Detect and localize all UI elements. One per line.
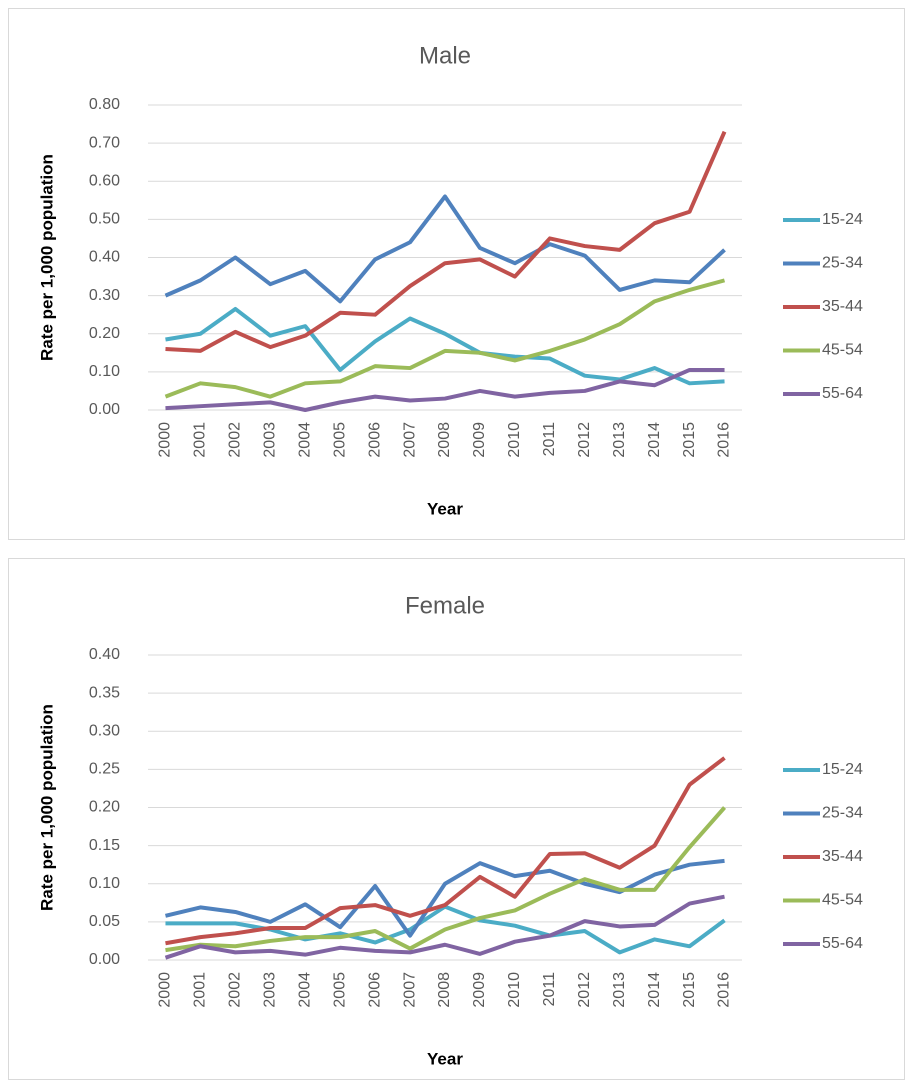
- x-tick-label: 2009: [471, 422, 488, 458]
- x-tick-label: 2007: [401, 422, 418, 458]
- x-tick-label: 2011: [541, 972, 558, 1007]
- y-tick-label: 0.00: [89, 951, 120, 968]
- y-axis-title: Rate per 1,000 population: [37, 704, 56, 911]
- x-tick-label: 2002: [227, 422, 244, 458]
- chart-frame: [8, 558, 905, 1080]
- y-tick-label: 0.40: [89, 249, 120, 266]
- x-tick-label: 2003: [262, 972, 279, 1008]
- series-line: [164, 194, 726, 304]
- legend-label: 45-54: [822, 342, 863, 359]
- chart: Male 0.00 0.10 0.20 0.30 0.40 0.50 0.60 0.70 0.80…: [8, 8, 905, 540]
- legend-label: 35-44: [822, 848, 863, 865]
- legend-label: 15-24: [822, 761, 863, 778]
- chart-title: Female: [405, 592, 485, 619]
- y-axis-title: Rate per 1,000 population: [37, 154, 56, 361]
- x-axis-title: Year: [427, 1049, 463, 1068]
- legend-label: 35-44: [822, 298, 863, 315]
- y-tick-label: 0.20: [89, 325, 120, 342]
- legend-label: 25-34: [822, 805, 863, 822]
- series-line: [165, 367, 725, 412]
- series-line: [165, 130, 727, 353]
- legend-label: 55-64: [822, 935, 863, 952]
- x-tick-label: 2013: [611, 422, 628, 458]
- series-line: [165, 806, 727, 953]
- series-line: [164, 894, 725, 960]
- chart: Female 0.00 0.05 0.10 0.15 0.20 0.25 0.30 0.35 0.…: [8, 558, 905, 1080]
- x-tick-label: 2016: [716, 422, 733, 458]
- y-tick-label: 0.20: [89, 799, 120, 816]
- legend-label: 55-64: [822, 385, 863, 402]
- y-tick-label: 0.30: [89, 287, 120, 304]
- x-axis-title: Year: [427, 499, 463, 518]
- x-tick-label: 2015: [681, 972, 698, 1008]
- chart-title: Male: [419, 42, 471, 69]
- series-line: [165, 858, 725, 938]
- x-tick-label: 2015: [681, 422, 698, 458]
- y-tick-label: 0.70: [89, 134, 120, 151]
- x-tick-label: 2014: [646, 972, 663, 1008]
- legend-label: 15-24: [822, 211, 863, 228]
- x-tick-label: 2002: [227, 972, 244, 1008]
- x-tick-label: 2004: [296, 972, 313, 1008]
- x-tick-label: 2000: [157, 972, 174, 1008]
- x-tick-label: 2000: [157, 422, 174, 458]
- y-tick-label: 0.35: [89, 684, 120, 701]
- y-tick-label: 0.80: [89, 96, 120, 113]
- x-tick-label: 2006: [366, 972, 383, 1008]
- x-tick-label: 2005: [331, 972, 348, 1008]
- legend-label: 25-34: [822, 255, 863, 272]
- y-tick-label: 0.50: [89, 211, 120, 228]
- x-tick-label: 2010: [506, 422, 523, 458]
- x-tick-label: 2008: [436, 422, 453, 458]
- y-tick-label: 0.15: [89, 837, 120, 854]
- legend-label: 45-54: [822, 892, 863, 909]
- x-tick-label: 2011: [541, 422, 558, 457]
- y-tick-label: 0.25: [89, 761, 120, 778]
- x-tick-label: 2012: [576, 972, 593, 1008]
- series-line: [165, 306, 725, 386]
- y-tick-label: 0.60: [89, 172, 120, 189]
- x-tick-label: 2007: [401, 972, 418, 1008]
- x-tick-label: 2008: [436, 972, 453, 1008]
- y-tick-label: 0.40: [89, 646, 120, 663]
- y-tick-label: 0.00: [89, 401, 120, 418]
- x-tick-label: 2009: [471, 972, 488, 1008]
- chart-frame: [8, 8, 905, 540]
- x-tick-label: 2012: [576, 422, 593, 458]
- x-tick-label: 2001: [192, 972, 209, 1008]
- series-line: [164, 278, 726, 399]
- x-tick-label: 2013: [611, 972, 628, 1008]
- y-tick-label: 0.10: [89, 875, 120, 892]
- series-line: [165, 756, 726, 946]
- x-tick-label: 2003: [262, 422, 279, 458]
- x-tick-label: 2006: [366, 422, 383, 458]
- x-tick-label: 2004: [296, 422, 313, 458]
- y-tick-label: 0.30: [89, 722, 120, 739]
- y-tick-label: 0.10: [89, 363, 120, 380]
- x-tick-label: 2001: [192, 422, 209, 458]
- y-tick-label: 0.05: [89, 913, 120, 930]
- x-tick-label: 2016: [716, 972, 733, 1008]
- x-tick-label: 2014: [646, 422, 663, 458]
- x-tick-label: 2005: [331, 422, 348, 458]
- x-tick-label: 2010: [506, 972, 523, 1008]
